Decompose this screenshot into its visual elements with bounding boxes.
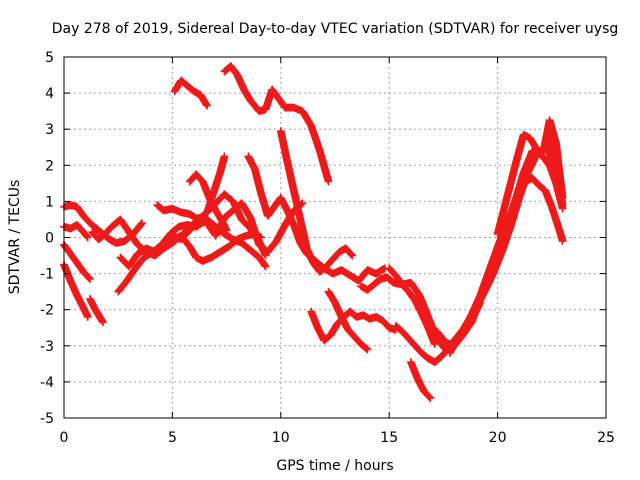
series-track-20 [385, 264, 439, 348]
series-track-21 [391, 173, 567, 366]
data-series [60, 62, 567, 403]
y-tick-label: 1 [45, 194, 54, 210]
y-tick-label: -3 [40, 339, 54, 355]
axis-ticks: -5 -4 -3 -2 -1 0 1 2 3 4 5 0 5 10 15 20 25 [40, 50, 615, 446]
y-tick-label: 2 [45, 158, 54, 174]
series-track-03 [86, 294, 107, 327]
series-track-10 [159, 229, 266, 265]
x-axis-title: GPS time / hours [276, 458, 393, 474]
x-tick-label: 25 [597, 430, 615, 446]
series-track-15 [244, 152, 389, 285]
x-tick-label: 20 [489, 430, 507, 446]
x-tick-label: 10 [272, 430, 290, 446]
series-track-14 [220, 62, 333, 186]
series-track-17 [307, 307, 400, 345]
series-track-24 [445, 143, 567, 357]
y-axis-title: SDTVAR / TECUs [7, 180, 23, 295]
x-tick-label: 15 [380, 430, 398, 446]
y-tick-label: -5 [40, 411, 54, 427]
series-track-18 [324, 287, 372, 354]
series-track-13 [203, 152, 229, 217]
chart-title: Day 278 of 2019, Sidereal Day-to-day VTE… [52, 21, 619, 37]
y-tick-label: 5 [45, 50, 54, 66]
series-track-16 [276, 127, 357, 276]
x-tick-label: 5 [168, 430, 177, 446]
y-tick-label: -1 [40, 267, 54, 283]
y-tick-label: -2 [40, 303, 54, 319]
grid-lines [64, 57, 606, 418]
series-track-26 [543, 128, 565, 191]
y-tick-label: 0 [45, 231, 54, 247]
series-track-22 [406, 358, 435, 403]
y-tick-label: 3 [45, 122, 54, 138]
series-track-11 [170, 76, 212, 110]
y-tick-label: 4 [45, 86, 54, 102]
x-tick-label: 0 [60, 430, 69, 446]
y-tick-label: -4 [40, 375, 54, 391]
